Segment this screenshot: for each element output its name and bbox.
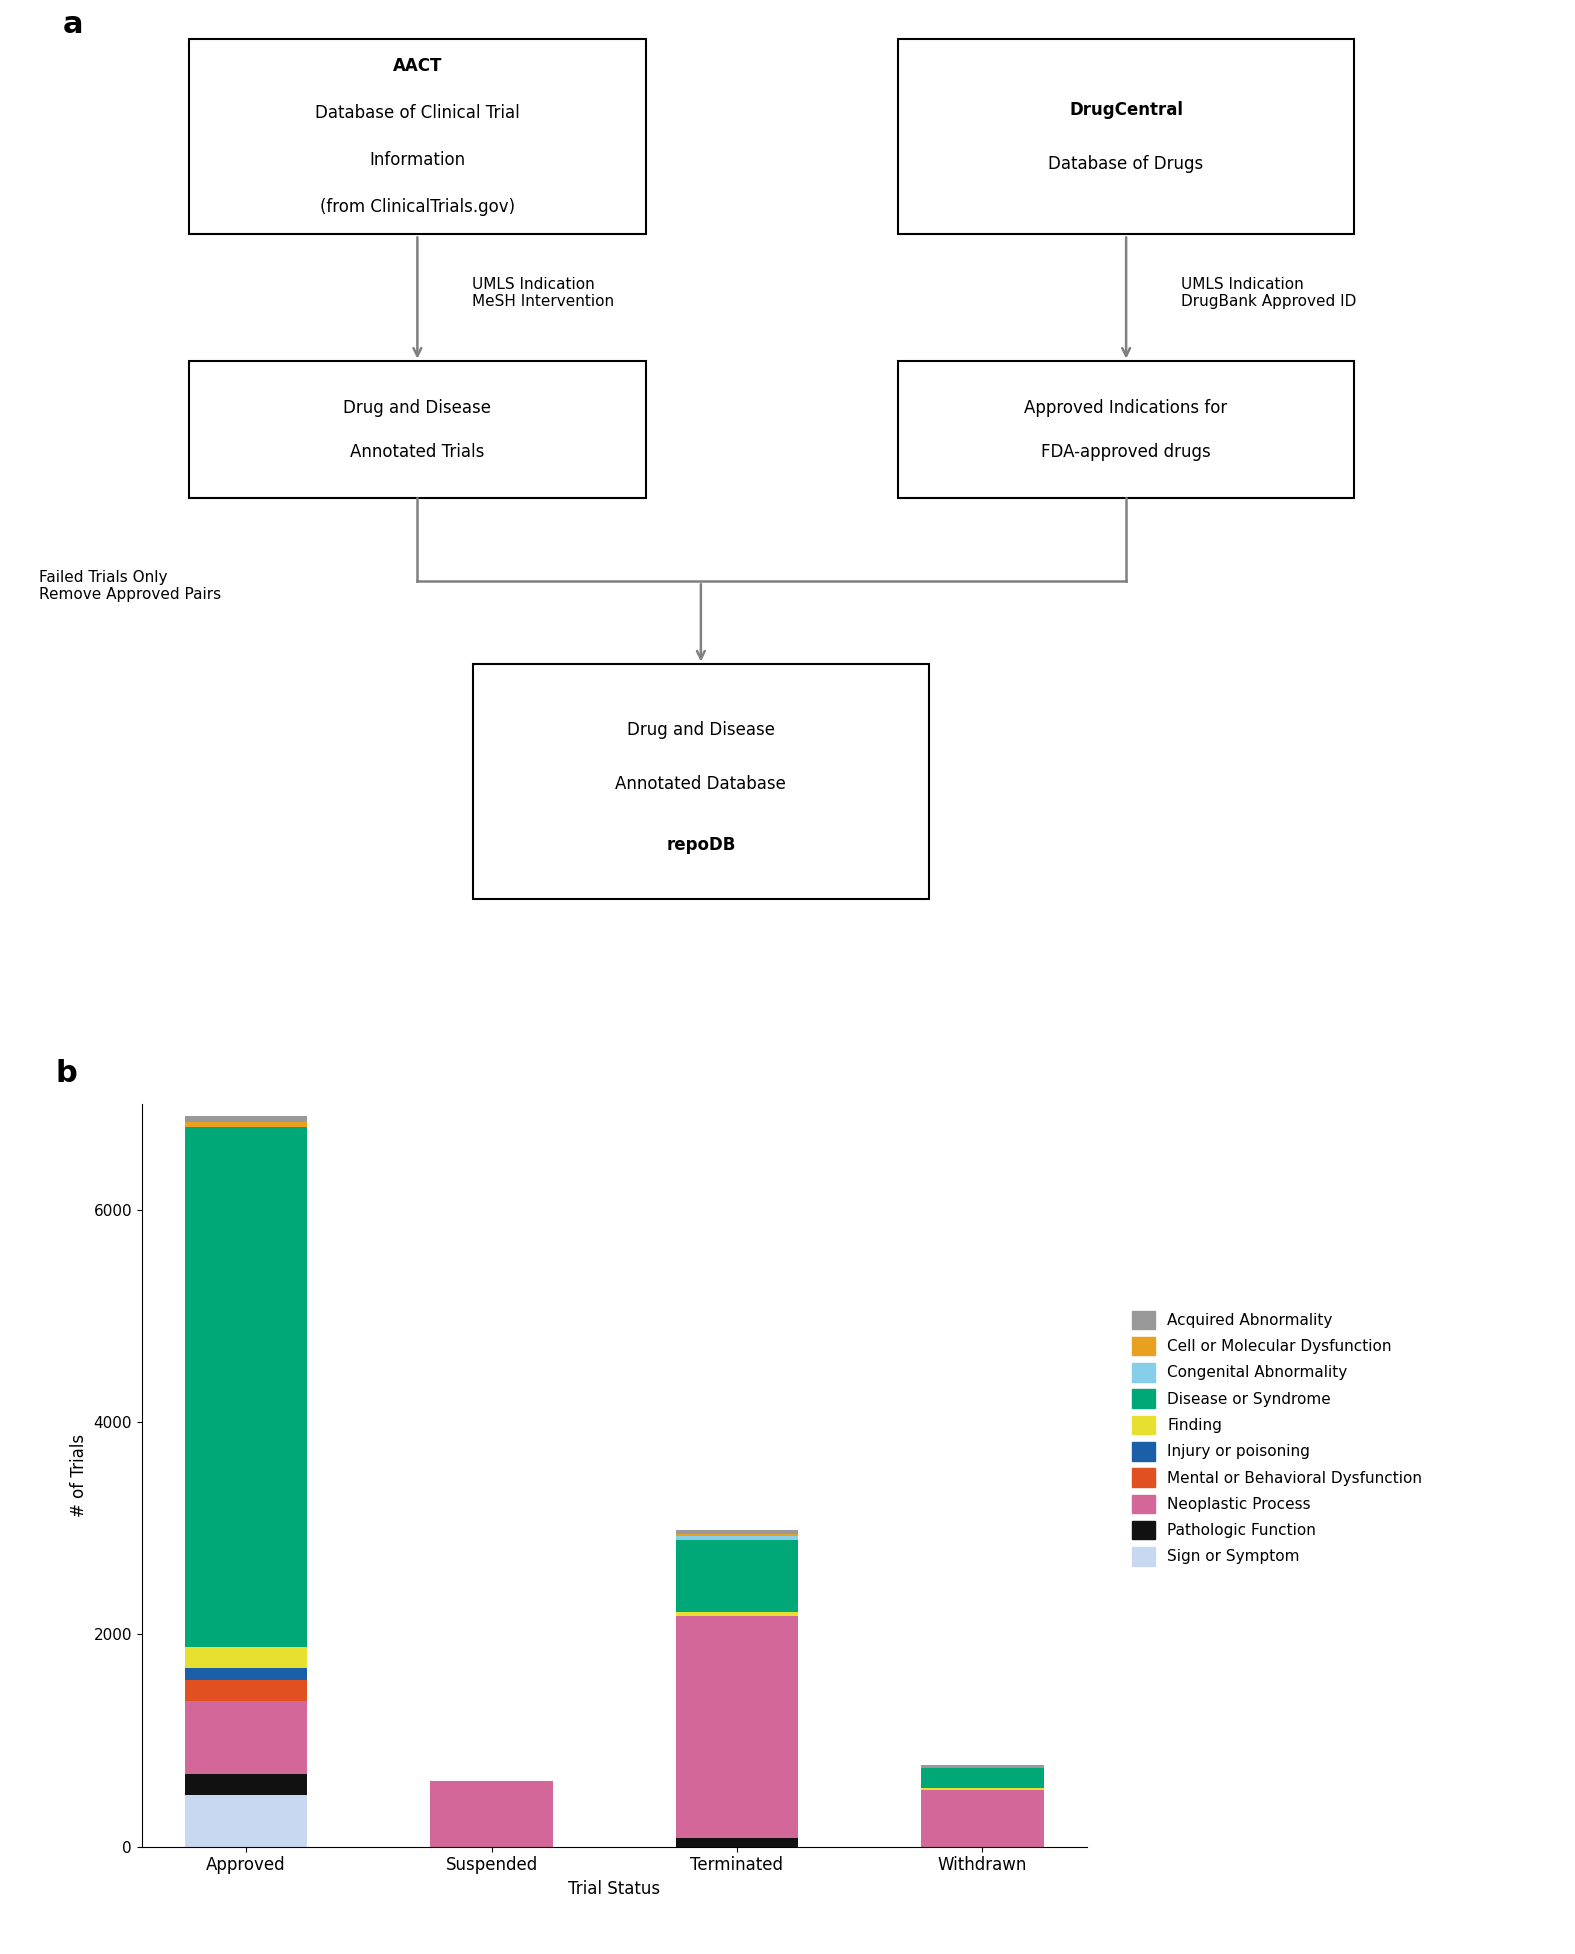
Bar: [898, 39, 1354, 234]
Bar: [921, 1768, 1044, 1788]
Legend: Acquired Abnormality, Cell or Molecular Dysfunction, Congenital Abnormality, Dis: Acquired Abnormality, Cell or Molecular …: [1132, 1311, 1422, 1565]
Bar: [184, 1647, 307, 1669]
Y-axis label: # of Trials: # of Trials: [69, 1434, 88, 1516]
Bar: [184, 1702, 307, 1774]
Bar: [921, 1790, 1044, 1847]
Text: DrugCentral: DrugCentral: [1069, 102, 1183, 119]
Text: repoDB: repoDB: [666, 836, 736, 854]
Bar: [184, 1122, 307, 1127]
Bar: [430, 1780, 553, 1847]
Bar: [898, 361, 1354, 498]
Text: b: b: [55, 1059, 77, 1088]
Text: FDA-approved drugs: FDA-approved drugs: [1041, 444, 1211, 461]
Bar: [676, 1534, 799, 1536]
Bar: [676, 1530, 799, 1534]
Bar: [676, 1612, 799, 1616]
Bar: [676, 1616, 799, 1837]
Bar: [676, 1540, 799, 1612]
Text: Drug and Disease: Drug and Disease: [627, 721, 775, 739]
Text: Database of Drugs: Database of Drugs: [1049, 154, 1203, 172]
X-axis label: Trial Status: Trial Status: [569, 1880, 660, 1897]
Bar: [472, 664, 929, 899]
Bar: [189, 39, 646, 234]
Text: Drug and Disease: Drug and Disease: [343, 399, 491, 416]
Bar: [184, 1794, 307, 1847]
Bar: [921, 1788, 1044, 1790]
Text: a: a: [63, 10, 83, 39]
Bar: [184, 1127, 307, 1647]
Bar: [184, 1680, 307, 1702]
Text: Failed Trials Only
Remove Approved Pairs: Failed Trials Only Remove Approved Pairs: [39, 571, 222, 602]
Text: Database of Clinical Trial: Database of Clinical Trial: [315, 104, 520, 123]
Text: (from ClinicalTrials.gov): (from ClinicalTrials.gov): [320, 197, 515, 217]
Bar: [676, 1837, 799, 1847]
Text: Approved Indications for: Approved Indications for: [1024, 399, 1228, 416]
Text: UMLS Indication
DrugBank Approved ID: UMLS Indication DrugBank Approved ID: [1181, 277, 1356, 309]
Text: UMLS Indication
MeSH Intervention: UMLS Indication MeSH Intervention: [472, 277, 614, 309]
Text: Annotated Trials: Annotated Trials: [350, 444, 485, 461]
Bar: [184, 1774, 307, 1794]
Bar: [921, 1764, 1044, 1768]
Bar: [189, 361, 646, 498]
Text: Annotated Database: Annotated Database: [616, 776, 786, 793]
Text: Information: Information: [369, 150, 466, 170]
Bar: [184, 1116, 307, 1122]
Bar: [676, 1536, 799, 1540]
Bar: [184, 1669, 307, 1680]
Text: AACT: AACT: [392, 57, 443, 76]
